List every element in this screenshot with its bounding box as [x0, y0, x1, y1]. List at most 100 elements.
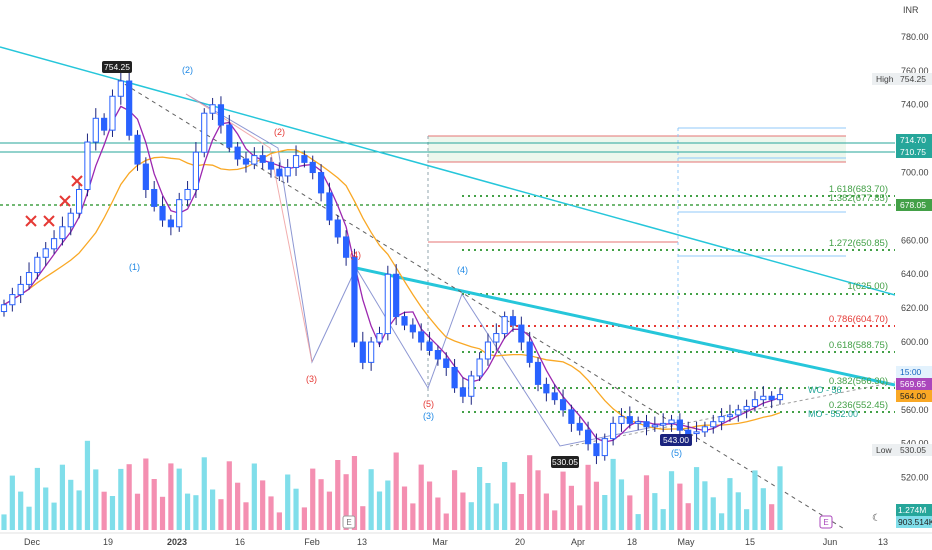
time-tick-label: Dec — [24, 537, 41, 547]
time-tick-label: 2023 — [167, 537, 187, 547]
time-tick-label: 13 — [357, 537, 367, 547]
low-badge-label: Low — [876, 445, 892, 455]
candle — [0, 304, 8, 313]
candle — [693, 431, 700, 435]
candle — [117, 80, 124, 97]
candle — [518, 324, 525, 343]
volume-bar — [577, 505, 583, 530]
time-tick-label: Mar — [432, 537, 448, 547]
candle — [551, 392, 558, 401]
event-marker-e2[interactable]: E — [819, 515, 833, 529]
event-marker-e1[interactable]: E — [342, 515, 356, 529]
volume-bar — [652, 493, 658, 530]
fib-label-0786: 0.786(604.70) — [829, 314, 888, 325]
high-badge-value: 754.25 — [900, 74, 926, 84]
volume-bar — [702, 481, 708, 530]
candle — [151, 188, 158, 207]
candle — [75, 188, 83, 214]
price-tick-label: 620.00 — [901, 303, 929, 313]
volume-bar — [510, 482, 516, 530]
volume-bar — [335, 460, 341, 530]
level-badge-1: 714.70 — [896, 134, 932, 146]
candle — [209, 104, 216, 114]
candle — [568, 409, 575, 424]
volume-bar — [201, 457, 207, 530]
candle — [126, 80, 133, 136]
svg-text:714.70: 714.70 — [900, 135, 926, 145]
price-tick-label: 600.00 — [901, 337, 929, 347]
wave-label-5-mar: (5) — [423, 399, 434, 409]
peak-flag: 754.25 — [102, 61, 132, 73]
volume-bar — [451, 470, 458, 530]
volume-bar — [543, 493, 549, 530]
moon-icon[interactable]: ☾ — [872, 513, 881, 524]
candle — [501, 316, 508, 335]
volume-bar — [752, 470, 758, 530]
volume-bars — [1, 440, 783, 530]
time-tick-label: 20 — [515, 537, 525, 547]
candle — [301, 155, 308, 163]
low2-flag-label: 543.00 — [663, 435, 689, 445]
wave-label-4-feb: (4) — [350, 250, 361, 260]
wave-label-1-jan: (1) — [129, 262, 140, 272]
volume-bar — [101, 491, 107, 530]
candle — [534, 361, 542, 385]
low2-flag: 543.00 — [660, 434, 692, 446]
candlesticks — [0, 70, 784, 465]
volume-bar — [769, 504, 775, 530]
currency-label: INR — [903, 5, 919, 15]
volume-bar — [627, 495, 633, 530]
candle — [34, 256, 41, 274]
volume-bar — [251, 463, 257, 530]
wave-label-2-feb: (2) — [274, 127, 285, 137]
price-tick-label: 540.00 — [901, 439, 929, 449]
candle — [384, 273, 391, 335]
level-badge-3: 678.05 — [896, 199, 932, 211]
volume-bar — [693, 467, 700, 530]
candle — [660, 422, 667, 426]
candle — [685, 429, 692, 435]
volume-bar — [285, 474, 291, 530]
wave-label-3-mar: (3) — [423, 411, 434, 421]
svg-text:1.274M: 1.274M — [898, 505, 926, 515]
candle — [176, 199, 183, 228]
trough-flag: 530.05 — [551, 456, 579, 468]
volume-bar — [26, 506, 32, 530]
price-tick-label: 520.00 — [901, 473, 929, 483]
wave-labels: (2) (2) (4) (4) (3) (5) (3) (5) (1) — [129, 65, 682, 458]
volume-bar — [401, 486, 408, 530]
countdown-badge: 15:00 — [896, 366, 932, 378]
fib-label-1382: 1.382(677.85) — [829, 193, 888, 204]
time-axis[interactable]: Dec 19 2023 16 Feb 13 Mar 20 Apr 18 May 15 Jun 13 — [0, 532, 932, 547]
volume-badge-2: 903.514K — [896, 516, 932, 528]
low-badge: Low 530.05 — [872, 444, 932, 456]
time-tick-label: Jun — [823, 537, 838, 547]
volume-bar — [260, 480, 266, 530]
time-tick-label: 16 — [235, 537, 245, 547]
volume-bar — [477, 467, 483, 530]
volume-bar — [368, 469, 374, 530]
volume-bar — [660, 509, 666, 530]
candle — [326, 192, 333, 221]
price-tick-label: 640.00 — [901, 269, 929, 279]
volume-bar — [126, 464, 132, 530]
candle — [276, 168, 283, 177]
volume-bar — [426, 481, 433, 530]
candle — [267, 161, 275, 170]
candle — [359, 341, 366, 363]
candle — [459, 387, 467, 397]
time-tick-label: 18 — [627, 537, 637, 547]
candle — [284, 166, 291, 177]
volume-bar — [443, 513, 449, 530]
fib-label-1272: 1.272(650.85) — [829, 238, 888, 249]
wave-label-4-mar: (4) — [457, 265, 468, 275]
candle — [451, 366, 458, 389]
svg-text:564.00: 564.00 — [900, 391, 926, 401]
candle — [559, 399, 567, 411]
volume-bar — [518, 494, 524, 530]
candle — [710, 421, 717, 428]
volume-bar — [343, 474, 349, 530]
candle — [526, 341, 533, 363]
volume-bar — [235, 482, 241, 530]
